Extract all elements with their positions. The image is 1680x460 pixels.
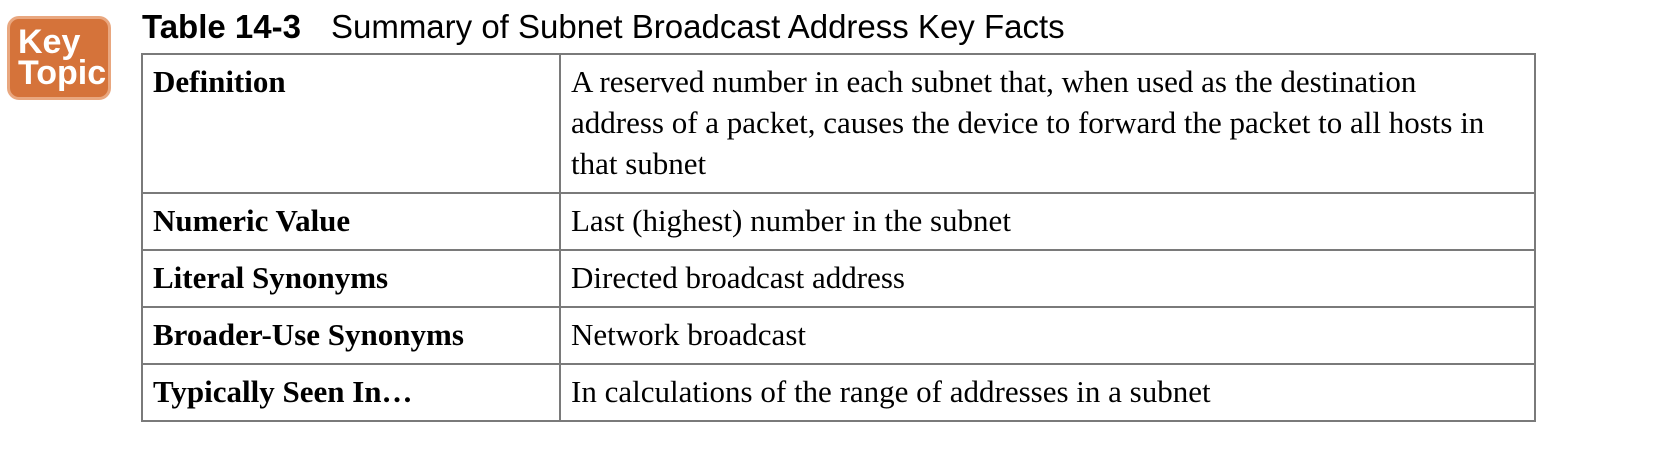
table-number: Table 14-3 [142, 8, 301, 45]
row-label-broader-use-synonyms: Broader-Use Synonyms [141, 306, 561, 365]
row-label-typically-seen-in: Typically Seen In… [141, 363, 561, 422]
row-value-broader-use-synonyms: Network broadcast [559, 306, 1536, 365]
row-value-numeric-value: Last (highest) number in the subnet [559, 192, 1536, 251]
table-row: Numeric Value Last (highest) number in t… [141, 192, 1536, 251]
row-label-literal-synonyms: Literal Synonyms [141, 249, 561, 308]
key-topic-line2: Topic [18, 54, 107, 92]
row-value-typically-seen-in: In calculations of the range of addresse… [559, 363, 1536, 422]
key-topic-line1: Key [18, 23, 81, 61]
table-title: Summary of Subnet Broadcast Address Key … [330, 8, 1065, 45]
table-row: Definition A reserved number in each sub… [141, 53, 1536, 194]
row-value-definition: A reserved number in each subnet that, w… [559, 53, 1536, 194]
key-facts-table: Definition A reserved number in each sub… [141, 53, 1536, 422]
row-label-numeric-value: Numeric Value [141, 192, 561, 251]
row-value-literal-synonyms: Directed broadcast address [559, 249, 1536, 308]
row-label-definition: Definition [141, 53, 561, 194]
table-caption: Table 14-3 Summary of Subnet Broadcast Ad… [142, 8, 1065, 46]
table-row: Broader-Use Synonyms Network broadcast [141, 306, 1536, 365]
table-row: Literal Synonyms Directed broadcast addr… [141, 249, 1536, 308]
table-row: Typically Seen In… In calculations of th… [141, 363, 1536, 422]
key-topic-badge: Key Topic [7, 16, 111, 100]
